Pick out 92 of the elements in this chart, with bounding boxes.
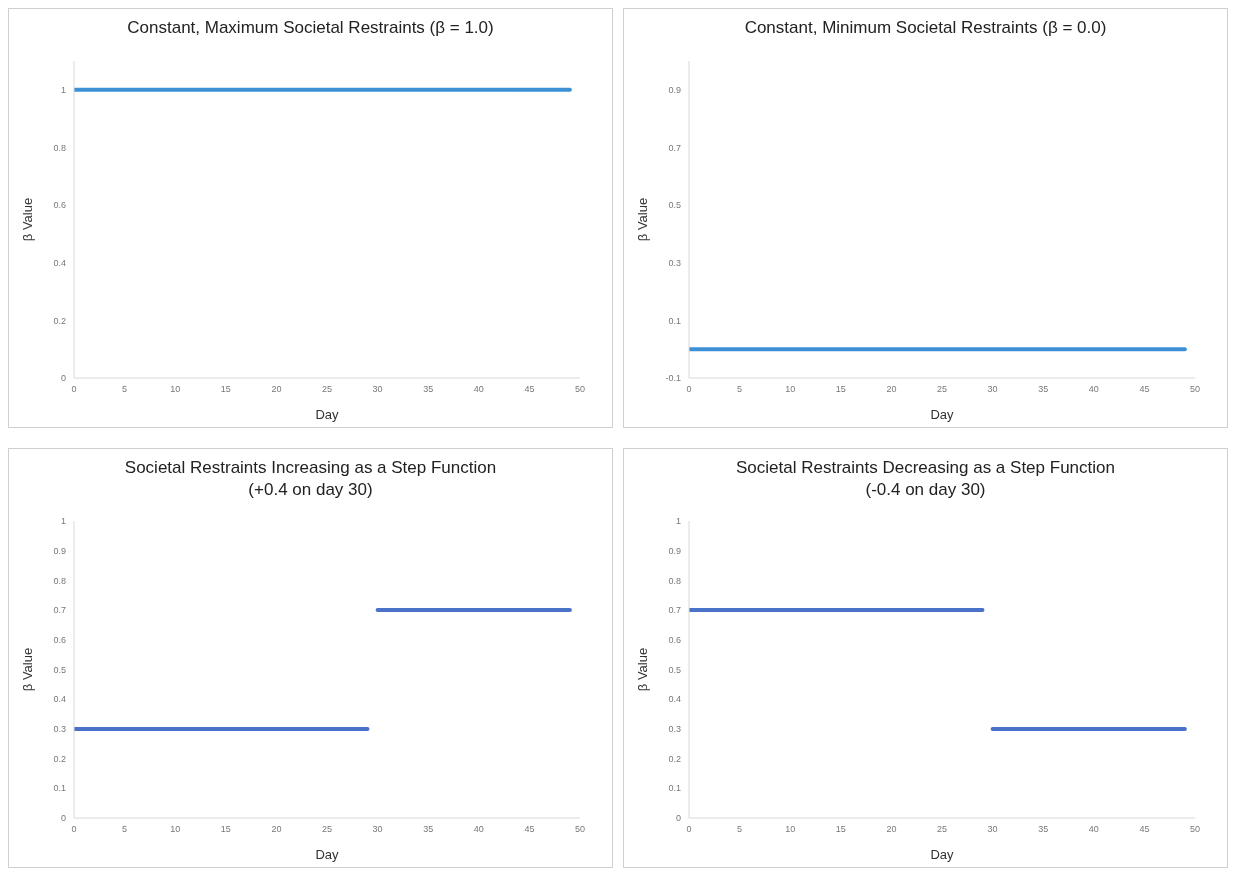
- x-tick-label: 5: [737, 384, 743, 395]
- y-tick-label: 0.4: [53, 694, 66, 705]
- x-tick-label: 0: [71, 824, 77, 835]
- y-tick-label: 0.6: [668, 634, 681, 645]
- chart-title: Societal Restraints Decreasing as a Step Function: [735, 457, 1116, 479]
- x-tick-label: 5: [737, 824, 743, 835]
- x-tick-label: 40: [473, 384, 484, 395]
- y-tick-label: 0: [60, 813, 66, 824]
- y-tick-label: 0.2: [668, 753, 681, 764]
- x-tick-label: 0: [71, 384, 77, 395]
- x-tick-label: 0: [686, 384, 692, 395]
- chart-subtitle: (+0.4 on day 30): [247, 479, 374, 501]
- x-tick-label: 15: [220, 824, 231, 835]
- y-tick-label: 1: [60, 85, 66, 96]
- x-tick-label: 35: [1038, 384, 1049, 395]
- x-tick-label: 50: [574, 384, 586, 395]
- x-tick-label: 35: [423, 384, 434, 395]
- y-tick-label: 0.8: [53, 142, 66, 153]
- chart-subtitle: (-0.4 on day 30): [864, 479, 987, 501]
- y-tick-label: 0.2: [53, 315, 66, 326]
- x-tick-label: 10: [785, 384, 796, 395]
- x-tick-label: 45: [524, 824, 535, 835]
- y-tick-label: 0.7: [668, 142, 681, 153]
- y-tick-label: 0.7: [668, 605, 681, 616]
- y-tick-label: 1: [60, 516, 66, 527]
- x-tick-label: 20: [886, 384, 897, 395]
- x-tick-label: 15: [835, 384, 846, 395]
- x-tick-label: 10: [785, 824, 796, 835]
- y-tick-label: 0.1: [53, 783, 66, 794]
- y-tick-label: 0.3: [668, 257, 681, 268]
- x-tick-label: 30: [987, 384, 998, 395]
- y-tick-label: 0.4: [668, 694, 681, 705]
- x-tick-label: 20: [271, 384, 282, 395]
- x-axis-title: Day: [930, 407, 955, 422]
- x-tick-label: 35: [423, 824, 434, 835]
- x-tick-label: 15: [220, 384, 231, 395]
- x-tick-label: 15: [835, 824, 846, 835]
- x-tick-label: 25: [936, 824, 948, 835]
- y-tick-label: 0.2: [53, 753, 66, 764]
- y-tick-label: 0.7: [53, 605, 66, 616]
- x-tick-label: 0: [686, 824, 692, 835]
- y-axis-title: β Value: [634, 197, 650, 242]
- y-tick-label: 0.8: [53, 575, 66, 586]
- y-tick-label: 0.9: [668, 545, 681, 556]
- x-tick-label: 45: [524, 384, 535, 395]
- x-tick-label: 30: [372, 824, 383, 835]
- x-tick-label: 45: [1139, 384, 1150, 395]
- y-tick-label: 0.9: [668, 85, 681, 96]
- y-tick-label: 0.3: [668, 724, 681, 735]
- x-tick-label: 50: [574, 824, 586, 835]
- x-tick-label: 5: [122, 824, 128, 835]
- y-axis-title: β Value: [634, 647, 650, 692]
- y-axis-title: β Value: [19, 197, 35, 242]
- y-axis-title: β Value: [19, 647, 35, 692]
- y-tick-label: 0.6: [53, 634, 66, 645]
- y-tick-label: -0.1: [665, 373, 681, 384]
- x-tick-label: 45: [1139, 824, 1150, 835]
- chart-title: Societal Restraints Increasing as a Step Function: [123, 457, 498, 479]
- chart-title: Constant, Maximum Societal Restraints (β = 1.0): [126, 17, 495, 39]
- x-tick-label: 40: [473, 824, 484, 835]
- x-axis-title: Day: [930, 847, 955, 862]
- x-tick-label: 25: [321, 824, 333, 835]
- y-tick-label: 0.9: [53, 545, 66, 556]
- x-tick-label: 35: [1038, 824, 1049, 835]
- y-tick-label: 0.5: [668, 200, 681, 211]
- x-tick-label: 10: [170, 384, 181, 395]
- y-tick-label: 0.1: [668, 315, 681, 326]
- y-tick-label: 0.8: [668, 575, 681, 586]
- x-tick-label: 25: [936, 384, 948, 395]
- x-tick-label: 10: [170, 824, 181, 835]
- x-axis-title: Day: [315, 407, 340, 422]
- y-tick-label: 0.6: [53, 200, 66, 211]
- y-tick-label: 0.1: [668, 783, 681, 794]
- x-tick-label: 40: [1088, 384, 1099, 395]
- x-tick-label: 40: [1088, 824, 1099, 835]
- y-tick-label: 0.4: [53, 257, 66, 268]
- x-tick-label: 5: [122, 384, 128, 395]
- x-tick-label: 50: [1189, 384, 1201, 395]
- x-tick-label: 30: [987, 824, 998, 835]
- x-tick-label: 20: [271, 824, 282, 835]
- x-tick-label: 50: [1189, 824, 1201, 835]
- x-tick-label: 30: [372, 384, 383, 395]
- chart-title: Constant, Minimum Societal Restraints (β = 0.0): [743, 17, 1108, 39]
- y-tick-label: 0.5: [668, 664, 681, 675]
- y-tick-label: 0: [675, 813, 681, 824]
- x-tick-label: 20: [886, 824, 897, 835]
- y-tick-label: 0: [60, 373, 66, 384]
- y-tick-label: 1: [675, 516, 681, 527]
- x-axis-title: Day: [315, 847, 340, 862]
- y-tick-label: 0.3: [53, 724, 66, 735]
- x-tick-label: 25: [321, 384, 333, 395]
- y-tick-label: 0.5: [53, 664, 66, 675]
